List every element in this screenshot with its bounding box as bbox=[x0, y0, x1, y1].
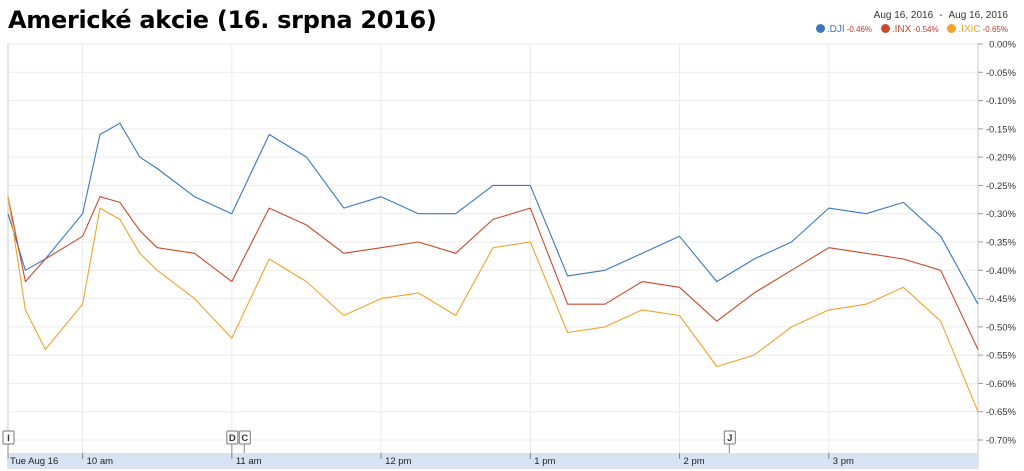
y-tick-label: -0.25% bbox=[986, 181, 1017, 192]
y-tick-label: 0.00% bbox=[989, 40, 1016, 51]
y-tick-label: -0.45% bbox=[986, 294, 1017, 305]
event-marker-flag bbox=[723, 430, 736, 445]
event-marker-label: I bbox=[7, 433, 10, 444]
legend-change: -0.46% bbox=[846, 25, 873, 34]
y-tick-label: -0.30% bbox=[986, 209, 1017, 220]
y-tick-label: -0.05% bbox=[986, 68, 1017, 79]
legend-change: -0.65% bbox=[982, 25, 1008, 34]
plot-frame bbox=[7, 43, 979, 469]
legend-symbol: .IXIC bbox=[958, 24, 981, 35]
x-tick-label: 2 pm bbox=[684, 456, 705, 467]
legend-symbol: .INX bbox=[891, 24, 912, 35]
y-tick-label: -0.20% bbox=[986, 153, 1017, 164]
y-tick-label: -0.60% bbox=[986, 379, 1017, 390]
y-tick-label: -0.55% bbox=[986, 351, 1017, 362]
series-line bbox=[7, 196, 979, 412]
event-marker-label: C bbox=[241, 433, 248, 444]
event-marker-flag bbox=[238, 430, 251, 445]
y-tick-label: -0.10% bbox=[986, 96, 1017, 107]
date-range: Aug 16, 2016- Aug 16, 2016 bbox=[874, 10, 1008, 21]
x-tick-label: 12 pm bbox=[385, 456, 411, 467]
date-range-to: Aug 16, 2016 bbox=[948, 10, 1009, 21]
event-marker-label: J bbox=[727, 433, 732, 444]
legend-item-ixic[interactable]: .IXIC -0.65% bbox=[947, 24, 1008, 35]
x-tick-label: 3 pm bbox=[833, 456, 854, 467]
legend-change: -0.54% bbox=[913, 25, 939, 34]
series-line bbox=[7, 122, 979, 305]
event-marker-flag bbox=[2, 430, 15, 445]
legend-item-dji[interactable]: .DJI -0.46% bbox=[815, 24, 875, 35]
series-line bbox=[7, 196, 979, 350]
y-tick-label: -0.70% bbox=[986, 436, 1017, 447]
x-tick-label: 11 am bbox=[236, 456, 262, 467]
y-tick-label: -0.50% bbox=[986, 322, 1017, 333]
x-tick-label: Tue Aug 16 bbox=[10, 456, 58, 467]
date-range-from: Aug 16, 2016 bbox=[873, 10, 934, 21]
event-marker-flag bbox=[226, 430, 239, 445]
date-range-separator: - bbox=[939, 10, 943, 21]
y-tick-label: -0.65% bbox=[986, 407, 1017, 418]
y-tick-label: -0.15% bbox=[986, 124, 1017, 135]
page-title: Americké akcie (16. srpna 2016) bbox=[8, 6, 437, 34]
legend-symbol: .DJI bbox=[826, 24, 845, 35]
y-tick-label: -0.40% bbox=[986, 266, 1017, 277]
x-tick-label: 1 pm bbox=[534, 456, 555, 467]
legend-dot-icon bbox=[880, 24, 890, 33]
event-marker-label: D bbox=[229, 433, 236, 444]
x-axis-band bbox=[8, 453, 978, 468]
legend-dot-icon bbox=[947, 24, 957, 33]
y-tick-label: -0.35% bbox=[986, 238, 1017, 249]
chart-legend: .DJI -0.46% .INX -0.54% .IXIC -0.65% bbox=[810, 24, 1008, 35]
legend-item-inx[interactable]: .INX -0.54% bbox=[880, 24, 942, 35]
legend-dot-icon bbox=[815, 24, 825, 33]
x-tick-label: 10 am bbox=[87, 456, 113, 467]
